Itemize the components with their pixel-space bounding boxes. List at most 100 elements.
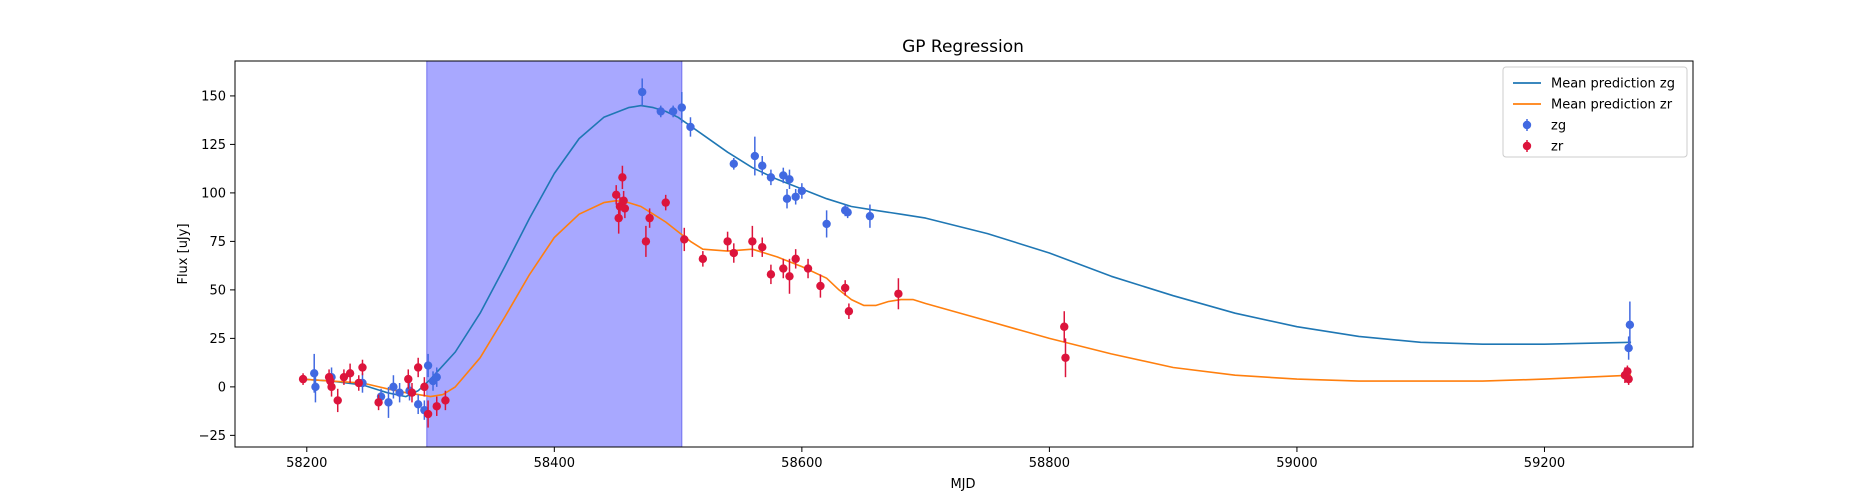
marker-zr xyxy=(612,190,621,200)
data-point-zr-11 xyxy=(407,382,417,403)
data-point-zr-16 xyxy=(441,390,450,411)
marker-zg xyxy=(656,107,665,116)
data-point-zr-30 xyxy=(748,225,757,257)
data-point-zr-23 xyxy=(641,225,651,257)
marker-zr xyxy=(766,270,776,279)
data-point-zr-37 xyxy=(816,274,825,298)
marker-zr xyxy=(723,237,732,246)
marker-zr xyxy=(404,374,413,384)
data-point-zr-10 xyxy=(404,369,413,389)
legend-swatch-marker xyxy=(1522,120,1532,130)
marker-zr xyxy=(423,409,433,419)
data-point-zr-20 xyxy=(618,165,627,190)
data-point-zg-23 xyxy=(779,167,788,184)
marker-zg xyxy=(1625,320,1635,329)
marker-zr xyxy=(816,281,825,291)
data-point-zg-32 xyxy=(1624,336,1633,360)
marker-zg xyxy=(843,208,852,217)
x-tick-label-58400: 58400 xyxy=(534,456,575,471)
mean-prediction-line-zr xyxy=(300,199,1632,398)
marker-zr xyxy=(729,248,738,258)
y-tick-label-25: 25 xyxy=(209,332,226,347)
data-point-zr-6 xyxy=(345,363,355,383)
data-point-zr-40 xyxy=(894,278,903,310)
data-point-zr-39 xyxy=(844,303,854,319)
data-point-zg-33 xyxy=(1625,301,1635,349)
plot-area: 58200 58400 58600 58800 59000 59200 −25 0 25 50 75… xyxy=(199,60,1694,471)
data-point-zg-22 xyxy=(766,169,776,186)
marker-zr xyxy=(894,289,903,298)
marker-zr xyxy=(420,382,429,392)
data-point-zg-25 xyxy=(785,169,794,190)
marker-zg xyxy=(311,382,320,392)
marker-zr xyxy=(641,237,651,246)
mean-prediction-line-zg xyxy=(300,104,1632,398)
marker-zg xyxy=(677,103,687,112)
marker-zg xyxy=(413,400,423,409)
marker-zr xyxy=(803,264,813,273)
marker-zg xyxy=(785,175,794,184)
data-point-zr-14 xyxy=(423,400,433,428)
y-tick-label-0: 0 xyxy=(218,380,226,395)
data-point-zg-6 xyxy=(389,375,398,399)
data-point-zr-36 xyxy=(803,258,813,279)
y-tick-label-50: 50 xyxy=(209,283,226,298)
marker-zr xyxy=(791,254,800,264)
data-point-zr-29 xyxy=(729,243,738,263)
x-tick-label-59000: 59000 xyxy=(1276,456,1317,471)
marker-zr xyxy=(358,363,367,372)
marker-zg xyxy=(686,122,695,132)
marker-zg xyxy=(432,372,441,382)
data-point-zr-5 xyxy=(339,369,349,385)
legend-box xyxy=(1502,66,1688,158)
x-axis-label: MJD xyxy=(950,477,975,492)
marker-zg xyxy=(779,171,788,180)
marker-zg xyxy=(797,186,807,196)
marker-zg xyxy=(822,219,831,229)
marker-zr xyxy=(619,196,628,205)
marker-zg xyxy=(766,173,776,182)
shaded-region xyxy=(426,60,683,448)
data-point-zg-26 xyxy=(791,189,800,205)
legend-label: zr xyxy=(1551,140,1564,155)
marker-zg xyxy=(758,161,767,170)
data-point-zg-7 xyxy=(395,382,404,403)
plot-frame xyxy=(234,60,1694,448)
data-point-zg-27 xyxy=(797,183,807,199)
marker-zg xyxy=(310,369,319,378)
data-point-zg-21 xyxy=(758,156,767,176)
data-point-zr-33 xyxy=(779,258,788,279)
data-point-zr-7 xyxy=(354,375,363,391)
data-point-zr-25 xyxy=(661,194,670,211)
marker-zg xyxy=(1624,343,1633,353)
y-tick-label-125: 125 xyxy=(201,138,226,153)
data-point-zr-4 xyxy=(333,388,342,413)
x-tick-label-58200: 58200 xyxy=(286,456,327,471)
legend-label: Mean prediction zg xyxy=(1551,77,1675,92)
y-tick-label--25: −25 xyxy=(199,429,226,444)
marker-zr xyxy=(1060,322,1069,331)
marker-zr xyxy=(333,396,342,405)
marker-zr xyxy=(1623,367,1632,376)
marker-zr xyxy=(1061,353,1070,362)
data-point-zg-13 xyxy=(432,367,441,387)
data-point-zr-22 xyxy=(620,198,630,219)
data-point-zr-45 xyxy=(1624,373,1633,385)
marker-zg xyxy=(668,107,678,116)
data-point-zr-41 xyxy=(1060,311,1069,343)
marker-zr xyxy=(1624,374,1633,384)
marker-zg xyxy=(782,194,792,203)
data-point-zg-15 xyxy=(656,105,665,118)
data-point-zg-16 xyxy=(668,105,678,118)
data-point-zr-34 xyxy=(785,258,794,294)
legend-swatch-marker xyxy=(1522,141,1532,151)
data-point-zr-24 xyxy=(645,208,654,228)
x-tick-label-58800: 58800 xyxy=(1029,456,1070,471)
marker-zg xyxy=(395,388,404,397)
data-point-zr-13 xyxy=(420,377,429,397)
data-point-zr-12 xyxy=(413,357,423,378)
data-point-zg-28 xyxy=(822,210,831,238)
data-point-zg-17 xyxy=(677,92,687,124)
marker-zr xyxy=(698,254,708,264)
